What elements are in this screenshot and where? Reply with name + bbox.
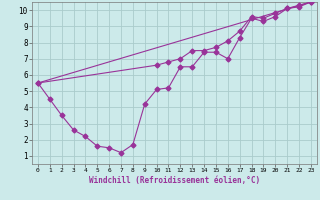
X-axis label: Windchill (Refroidissement éolien,°C): Windchill (Refroidissement éolien,°C) (89, 176, 260, 185)
